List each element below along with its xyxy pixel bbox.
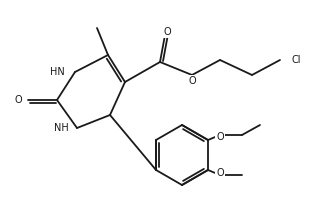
Text: O: O <box>163 27 171 37</box>
Text: O: O <box>188 76 196 86</box>
Text: O: O <box>216 132 224 142</box>
Text: NH: NH <box>54 123 69 133</box>
Text: HN: HN <box>50 67 65 77</box>
Text: O: O <box>14 95 22 105</box>
Text: O: O <box>216 168 224 178</box>
Text: Cl: Cl <box>292 55 302 65</box>
